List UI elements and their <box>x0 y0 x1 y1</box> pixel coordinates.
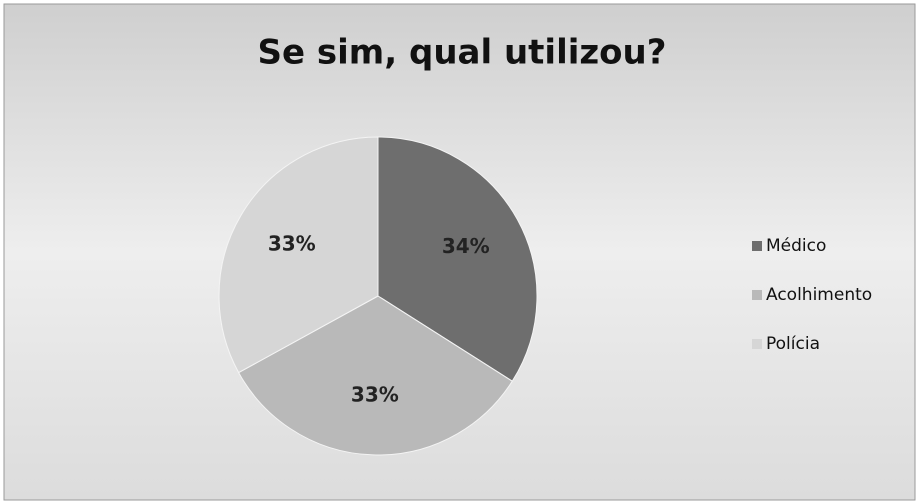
pie-slice <box>218 136 379 374</box>
legend-swatch <box>752 290 762 300</box>
legend-label: Acolhimento <box>766 285 872 305</box>
pie-slice <box>237 295 513 456</box>
legend-swatch <box>752 339 762 349</box>
legend-label: Médico <box>766 236 826 256</box>
legend-label: Polícia <box>766 334 820 354</box>
pie-slice <box>377 136 538 382</box>
legend-swatch <box>752 241 762 251</box>
data-label: 33% <box>268 232 316 256</box>
data-label: 34% <box>442 234 490 258</box>
chart-title: Se sim, qual utilizou? <box>258 33 667 73</box>
data-label: 33% <box>351 383 399 407</box>
